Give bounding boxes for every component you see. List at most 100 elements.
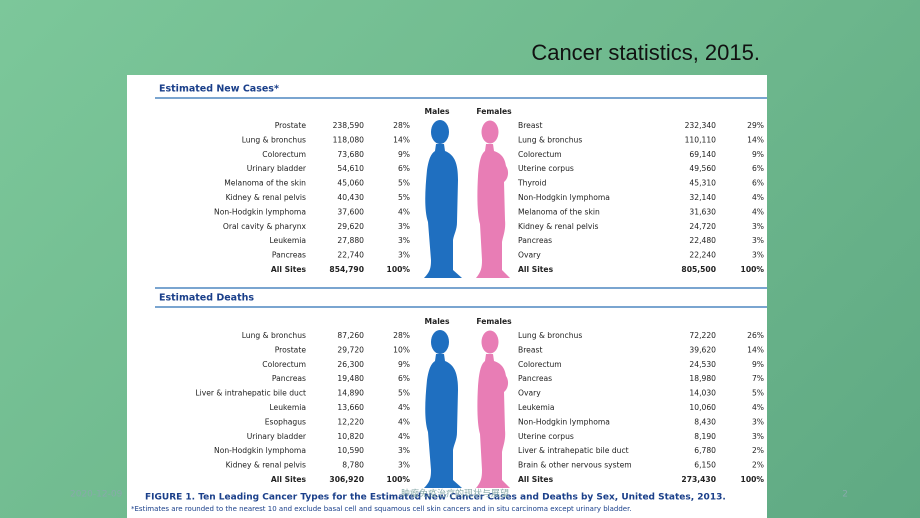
female-count: 8,430: [694, 417, 716, 426]
female-site: Lung & bronchus: [518, 135, 582, 144]
female-site: Ovary: [518, 251, 541, 260]
male-count: 12,220: [337, 417, 364, 426]
female-count: 45,310: [689, 179, 716, 188]
male-percent: 4%: [398, 207, 410, 216]
male-count: 854,790: [329, 265, 364, 274]
female-silhouette: [476, 330, 510, 488]
male-silhouette: [424, 330, 462, 488]
female-site: Thyroid: [517, 179, 547, 188]
female-percent: 9%: [752, 150, 764, 159]
male-percent: 6%: [398, 164, 410, 173]
males-label: Males: [425, 317, 450, 326]
female-count: 49,560: [689, 164, 716, 173]
slide-title: Cancer statistics, 2015.: [531, 40, 760, 65]
body: [476, 354, 510, 488]
female-percent: 9%: [752, 360, 764, 369]
female-percent: 6%: [752, 164, 764, 173]
female-percent: 100%: [741, 475, 765, 484]
female-percent: 6%: [752, 179, 764, 188]
male-percent: 100%: [387, 265, 411, 274]
male-count: 37,600: [337, 207, 364, 216]
female-count: 6,780: [694, 446, 716, 455]
caption-note: *Estimates are rounded to the nearest 10…: [131, 505, 632, 513]
male-count: 10,820: [337, 432, 364, 441]
female-site: Colorectum: [518, 360, 562, 369]
male-site: Kidney & renal pelvis: [226, 193, 306, 202]
female-count: 805,500: [681, 265, 716, 274]
male-count: 22,740: [337, 251, 364, 260]
male-site: All Sites: [271, 265, 307, 274]
section-heading: Estimated New Cases*: [159, 84, 279, 95]
body: [476, 144, 510, 278]
female-count: 232,340: [685, 121, 717, 130]
male-site: Pancreas: [272, 251, 306, 260]
male-percent: 14%: [393, 135, 410, 144]
female-site: Breast: [518, 345, 542, 354]
head: [431, 120, 449, 144]
female-site: Breast: [518, 121, 542, 130]
female-silhouette: [476, 120, 510, 278]
male-site: Oral cavity & pharynx: [223, 222, 307, 231]
female-count: 72,220: [689, 331, 716, 340]
female-percent: 3%: [752, 251, 764, 260]
male-percent: 10%: [393, 345, 410, 354]
section-heading: Estimated Deaths: [159, 293, 254, 304]
male-site: Melanoma of the skin: [224, 179, 306, 188]
male-silhouette: [424, 120, 462, 278]
male-site: Prostate: [275, 121, 307, 130]
female-percent: 2%: [752, 461, 764, 470]
female-percent: 3%: [752, 432, 764, 441]
male-site: Leukemia: [269, 403, 306, 412]
male-percent: 6%: [398, 374, 410, 383]
male-site: Lung & bronchus: [242, 135, 306, 144]
female-count: 24,720: [689, 222, 716, 231]
male-count: 14,890: [337, 389, 364, 398]
female-site: Brain & other nervous system: [518, 461, 632, 470]
male-count: 29,720: [337, 345, 364, 354]
female-site: Non-Hodgkin lymphoma: [518, 193, 610, 202]
footer-center: 肿瘤免疫治疗的现状与展望: [401, 488, 509, 500]
male-count: 10,590: [337, 446, 364, 455]
female-count: 10,060: [689, 403, 716, 412]
male-count: 54,610: [337, 164, 364, 173]
female-site: All Sites: [518, 475, 554, 484]
female-count: 110,110: [685, 135, 717, 144]
female-site: Kidney & renal pelvis: [518, 222, 598, 231]
male-site: Colorectum: [262, 360, 306, 369]
male-site: Urinary bladder: [247, 164, 307, 173]
male-site: Esophagus: [265, 417, 306, 426]
male-percent: 4%: [398, 432, 410, 441]
male-percent: 5%: [398, 179, 410, 188]
female-percent: 5%: [752, 389, 764, 398]
male-count: 40,430: [337, 193, 364, 202]
female-percent: 4%: [752, 193, 764, 202]
female-count: 273,430: [681, 475, 716, 484]
female-percent: 4%: [752, 403, 764, 412]
male-site: Prostate: [275, 345, 307, 354]
male-count: 13,660: [337, 403, 364, 412]
female-count: 8,190: [694, 432, 716, 441]
figure-content: Estimated New Cases* Males Females Prostate…: [155, 84, 767, 488]
female-percent: 26%: [747, 331, 764, 340]
female-percent: 2%: [752, 446, 764, 455]
female-site: All Sites: [518, 265, 554, 274]
female-site: Uterine corpus: [518, 164, 574, 173]
female-count: 18,980: [689, 374, 716, 383]
male-count: 73,680: [337, 150, 364, 159]
male-count: 27,880: [337, 236, 364, 245]
male-percent: 3%: [398, 251, 410, 260]
male-percent: 100%: [387, 475, 411, 484]
female-site: Non-Hodgkin lymphoma: [518, 417, 610, 426]
male-site: Kidney & renal pelvis: [226, 461, 306, 470]
male-count: 238,590: [333, 121, 365, 130]
female-count: 39,620: [689, 345, 716, 354]
female-percent: 100%: [741, 265, 765, 274]
female-count: 69,140: [689, 150, 716, 159]
female-count: 24,530: [689, 360, 716, 369]
male-count: 29,620: [337, 222, 364, 231]
male-percent: 5%: [398, 193, 410, 202]
male-site: Leukemia: [269, 236, 306, 245]
female-site: Uterine corpus: [518, 432, 574, 441]
female-percent: 14%: [747, 135, 764, 144]
